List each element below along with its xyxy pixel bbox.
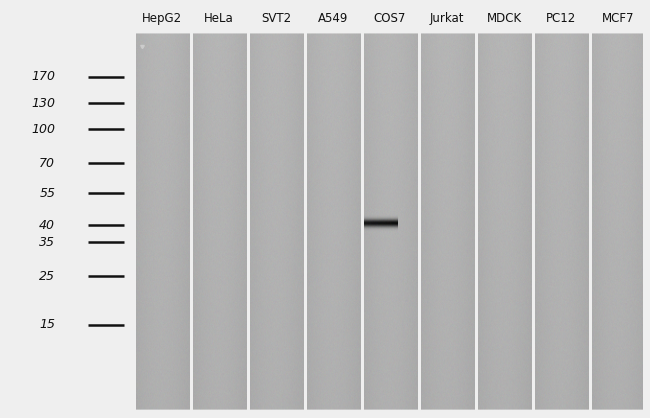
Text: 170: 170 [31,70,55,83]
Text: 25: 25 [39,270,55,283]
Text: Jurkat: Jurkat [430,12,464,25]
Text: 40: 40 [39,219,55,232]
Text: MDCK: MDCK [487,12,522,25]
Text: 35: 35 [39,236,55,249]
Text: 130: 130 [31,97,55,110]
Text: A549: A549 [318,12,348,25]
Text: PC12: PC12 [546,12,577,25]
Text: 70: 70 [39,157,55,170]
Text: 55: 55 [39,187,55,200]
Text: SVT2: SVT2 [261,12,291,25]
Text: 100: 100 [31,123,55,136]
Text: HeLa: HeLa [204,12,234,25]
Text: COS7: COS7 [374,12,406,25]
Text: HepG2: HepG2 [142,12,182,25]
Text: 15: 15 [39,319,55,331]
Text: MCF7: MCF7 [602,12,634,25]
